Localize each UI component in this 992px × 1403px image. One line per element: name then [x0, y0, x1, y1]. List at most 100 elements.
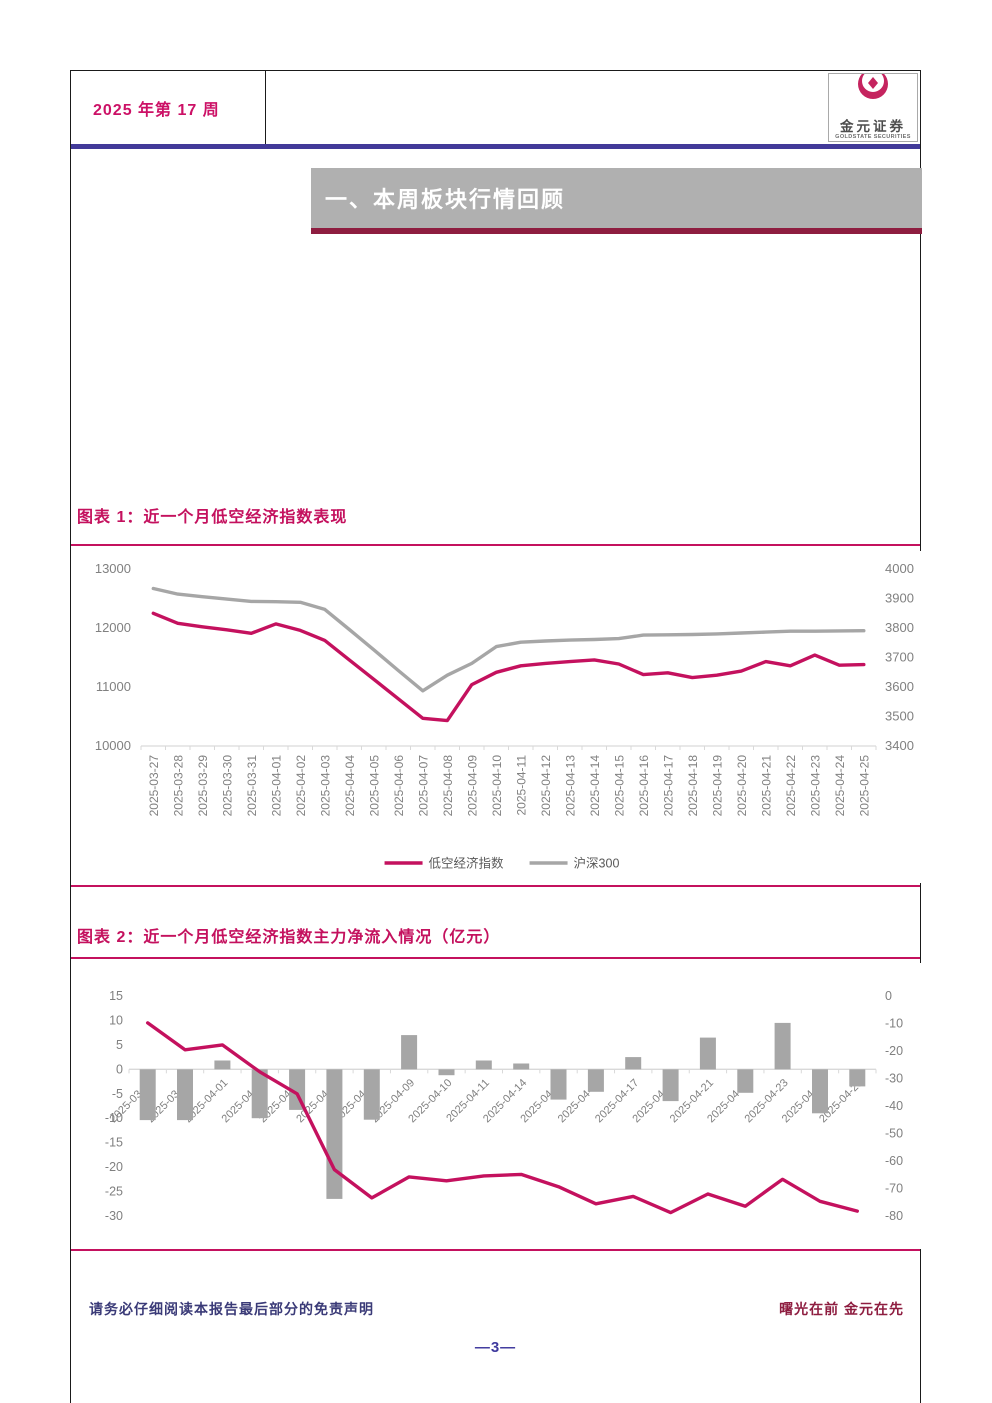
header-issue-cell: 2025 年第 17 周: [71, 71, 266, 144]
figure1-line-chart: 10000 11000 12000 13000 3400 3500 3600 3700 3800…: [84, 551, 921, 883]
bar: [438, 1069, 455, 1076]
bar: [812, 1069, 828, 1114]
svg-text:2025-04-24: 2025-04-24: [833, 755, 847, 817]
bar: [550, 1069, 567, 1100]
svg-text:-15: -15: [105, 1136, 123, 1150]
divider-rule: [71, 544, 920, 546]
left-axis-labels: 10000 11000 12000 13000: [95, 561, 131, 753]
svg-text:2025-04-02: 2025-04-02: [294, 755, 308, 817]
svg-text:-20: -20: [105, 1160, 123, 1174]
bar: [139, 1069, 156, 1121]
svg-text:-5: -5: [112, 1087, 123, 1101]
svg-text:2025-04-13: 2025-04-13: [563, 755, 577, 817]
bar: [214, 1060, 231, 1070]
svg-text:2025-04-14: 2025-04-14: [588, 755, 602, 817]
section-title: 一、本周板块行情回顾: [325, 187, 566, 212]
svg-text:-60: -60: [885, 1154, 903, 1168]
svg-text:2025-04-22: 2025-04-22: [784, 755, 798, 817]
bar: [662, 1069, 679, 1102]
svg-text:2025-04-20: 2025-04-20: [735, 755, 749, 817]
svg-text:2025-04-07: 2025-04-07: [416, 755, 430, 817]
svg-text:2025-04-01: 2025-04-01: [269, 755, 283, 817]
bar: [774, 1022, 791, 1070]
logo-cn-text: 金元证券: [840, 119, 906, 134]
bar: [475, 1060, 492, 1070]
svg-text:0: 0: [885, 989, 892, 1003]
series-1-line: [151, 586, 866, 693]
svg-text:2025-04-16: 2025-04-16: [637, 755, 651, 817]
svg-text:3900: 3900: [885, 591, 914, 606]
net-inflow-line: [146, 1021, 859, 1215]
svg-text:2025-04-17: 2025-04-17: [661, 755, 675, 817]
svg-text:2025-03-29: 2025-03-29: [196, 755, 210, 817]
svg-text:-20: -20: [885, 1044, 903, 1058]
svg-text:2025-04-12: 2025-04-12: [539, 755, 553, 817]
legend-label: 低空经济指数: [429, 856, 505, 871]
x-axis: [128, 1068, 877, 1074]
svg-text:2025-04-19: 2025-04-19: [710, 755, 724, 817]
svg-text:4000: 4000: [885, 561, 914, 576]
svg-text:2025-03-28: 2025-03-28: [171, 755, 185, 817]
issue-label: 2025 年第 17 周: [93, 101, 220, 119]
slogan-text: 曙光在前 金元在先: [779, 1301, 904, 1317]
bar: [587, 1069, 604, 1092]
left-axis-labels: 15 10 5 0 -5 -10 -15 -20 -25 -30: [105, 989, 123, 1223]
page-number: —3—: [474, 1339, 517, 1356]
right-axis-labels: 0 -10 -20 -30 -40 -50 -60 -70 -80: [885, 989, 903, 1223]
svg-text:10: 10: [109, 1013, 123, 1027]
svg-text:2025-04-18: 2025-04-18: [686, 755, 700, 817]
svg-text:2025-03-31: 2025-03-31: [245, 755, 259, 817]
divider-rule: [71, 885, 920, 887]
svg-text:2025-04-11: 2025-04-11: [514, 755, 528, 816]
svg-text:2025-04-06: 2025-04-06: [392, 755, 406, 817]
disclaimer-text: 请务必仔细阅读本报告最后部分的免责声明: [89, 1301, 374, 1317]
page-footer: 请务必仔细阅读本报告最后部分的免责声明 曙光在前 金元在先: [71, 1299, 920, 1319]
bar: [625, 1057, 642, 1070]
svg-text:5: 5: [116, 1038, 123, 1052]
logo-en-text: GOLDSTATE SECURITIES: [835, 134, 911, 140]
bar: [177, 1069, 193, 1121]
x-axis-date-labels: 2025-03-27 2025-03-28 2025-03-29 2025-03-30…: [147, 755, 872, 817]
svg-text:2025-04-15: 2025-04-15: [612, 755, 626, 817]
svg-text:0: 0: [116, 1062, 123, 1076]
svg-text:3400: 3400: [885, 738, 914, 753]
legend: 低空经济指数 沪深300: [384, 856, 620, 871]
bar: [326, 1069, 343, 1199]
series-0-line: [151, 611, 866, 723]
svg-text:2025-04-04: 2025-04-04: [343, 755, 357, 817]
svg-text:2025-04-25: 2025-04-25: [857, 755, 871, 817]
svg-text:-25: -25: [105, 1185, 123, 1199]
svg-text:13000: 13000: [95, 561, 131, 576]
svg-text:-40: -40: [885, 1099, 903, 1113]
bar: [513, 1063, 530, 1070]
crescent-logo-icon: [858, 69, 888, 99]
svg-text:15: 15: [109, 989, 123, 1003]
legend-label: 沪深300: [574, 857, 620, 871]
svg-text:2025-04-03: 2025-04-03: [318, 755, 332, 817]
bar: [737, 1069, 754, 1093]
figure1-caption: 图表 1：近一个月低空经济指数表现: [77, 509, 348, 526]
svg-text:3500: 3500: [885, 709, 914, 724]
svg-text:11000: 11000: [96, 679, 131, 694]
svg-text:-80: -80: [885, 1209, 903, 1223]
svg-text:-70: -70: [885, 1182, 903, 1196]
bar: [251, 1069, 268, 1119]
svg-text:-50: -50: [885, 1127, 903, 1141]
section-banner: 一、本周板块行情回顾: [311, 168, 922, 234]
x-axis: [140, 745, 877, 750]
bar-series: [139, 1022, 866, 1199]
report-page: 2025 年第 17 周 金元证券 GOLDSTATE SECURITIES 一…: [70, 69, 922, 1403]
svg-text:2025-04-05: 2025-04-05: [367, 755, 381, 817]
svg-text:2025-04-09: 2025-04-09: [465, 755, 479, 817]
svg-text:3600: 3600: [885, 679, 914, 694]
svg-text:3700: 3700: [885, 650, 914, 665]
company-logo: 金元证券 GOLDSTATE SECURITIES: [828, 69, 918, 142]
bar: [401, 1035, 418, 1070]
divider-rule: [71, 1249, 920, 1251]
bar: [849, 1069, 866, 1087]
svg-text:-30: -30: [105, 1209, 123, 1223]
right-axis-labels: 3400 3500 3600 3700 3800 3900 4000: [885, 561, 914, 753]
bar: [699, 1037, 716, 1070]
svg-text:2025-04-23: 2025-04-23: [808, 755, 822, 817]
svg-text:2025-04-08: 2025-04-08: [441, 755, 455, 817]
